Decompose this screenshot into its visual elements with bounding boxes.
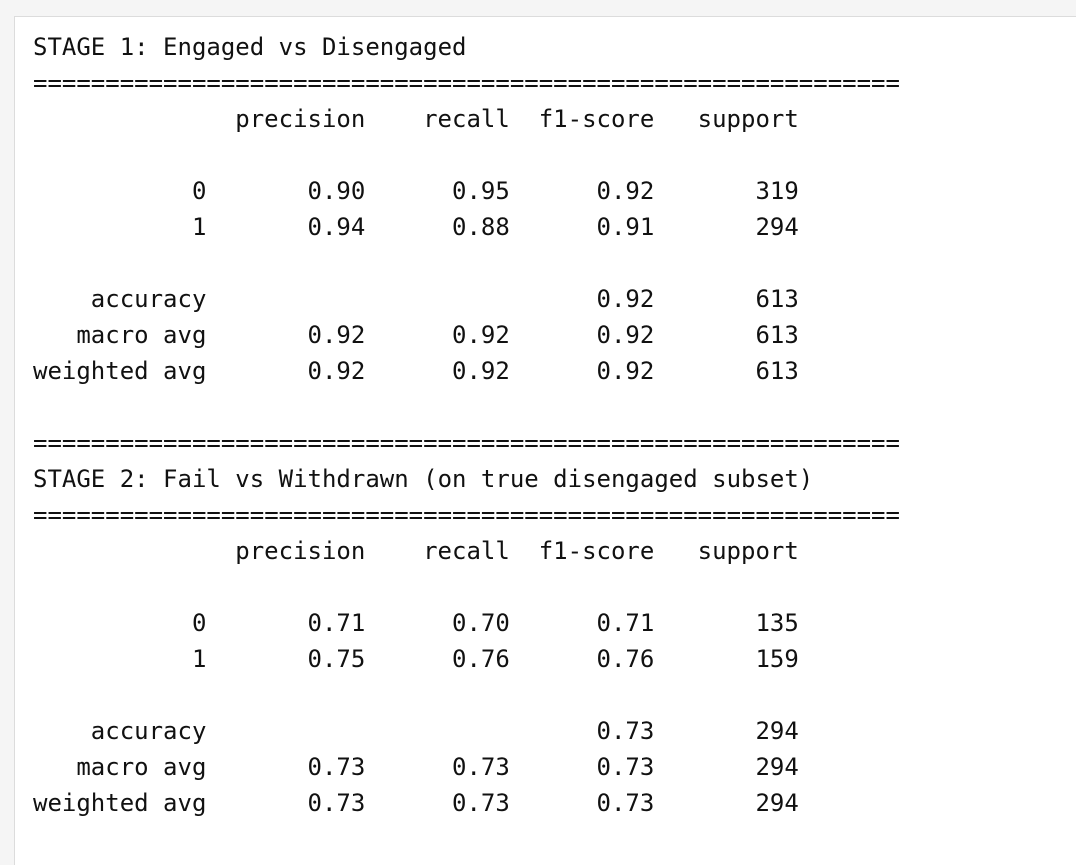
cell: 0.76 xyxy=(452,645,510,673)
cell: 135 xyxy=(755,609,799,637)
cell: 0.73 xyxy=(452,753,510,781)
cell: 294 xyxy=(755,789,799,817)
cell: 0.73 xyxy=(307,789,366,817)
section-title: STAGE 1: Engaged vs Disengaged xyxy=(33,33,467,61)
cell: 0.73 xyxy=(596,753,655,781)
cell: 0.94 xyxy=(307,213,366,241)
cell: 0.92 xyxy=(596,321,655,349)
cell: 0.92 xyxy=(307,321,366,349)
row-label: weighted avg xyxy=(33,357,207,385)
column-header: f1-score xyxy=(538,105,655,133)
section-title: STAGE 2: Fail vs Withdrawn (on true dise… xyxy=(33,465,814,493)
cell: 294 xyxy=(755,753,799,781)
cell: 319 xyxy=(755,177,799,205)
column-header: support xyxy=(697,105,799,133)
column-header: precision xyxy=(235,537,366,565)
cell: 0.73 xyxy=(452,789,510,817)
output-cell: STAGE 1: Engaged vs Disengaged ==========… xyxy=(14,16,1076,865)
cell: 613 xyxy=(755,285,799,313)
row-label: 0 xyxy=(191,609,207,637)
cell: 613 xyxy=(755,357,799,385)
separator: ========================================… xyxy=(33,429,900,457)
cell: 0.95 xyxy=(452,177,510,205)
cell: 0.92 xyxy=(452,321,510,349)
row-label: 1 xyxy=(191,645,207,673)
column-header: precision xyxy=(235,105,366,133)
cell: 159 xyxy=(755,645,799,673)
column-header: f1-score xyxy=(538,537,655,565)
row-label: 0 xyxy=(191,177,207,205)
separator: ========================================… xyxy=(33,501,900,529)
cell: 0.90 xyxy=(307,177,366,205)
cell: 0.91 xyxy=(596,213,655,241)
cell: 0.71 xyxy=(596,609,655,637)
cell: 0.73 xyxy=(596,789,655,817)
cell: 294 xyxy=(755,717,799,745)
column-header: recall xyxy=(423,537,510,565)
cell: 0.92 xyxy=(596,177,655,205)
cell: 0.92 xyxy=(596,357,655,385)
row-label: accuracy xyxy=(90,717,207,745)
row-label: 1 xyxy=(191,213,207,241)
column-header: support xyxy=(697,537,799,565)
row-label: macro avg xyxy=(76,753,207,781)
cell: 0.70 xyxy=(452,609,510,637)
cell: 0.75 xyxy=(307,645,366,673)
cell: 0.73 xyxy=(307,753,366,781)
cell: 613 xyxy=(755,321,799,349)
cell: 0.76 xyxy=(596,645,655,673)
cell: 0.71 xyxy=(307,609,366,637)
row-label: weighted avg xyxy=(33,789,207,817)
separator: ========================================… xyxy=(33,69,900,97)
cell: 0.92 xyxy=(452,357,510,385)
cell: 0.92 xyxy=(596,285,655,313)
cell: 294 xyxy=(755,213,799,241)
row-label: accuracy xyxy=(90,285,207,313)
cell: 0.88 xyxy=(452,213,510,241)
column-header: recall xyxy=(423,105,510,133)
cell: 0.92 xyxy=(307,357,366,385)
row-label: macro avg xyxy=(76,321,207,349)
cell: 0.73 xyxy=(596,717,655,745)
